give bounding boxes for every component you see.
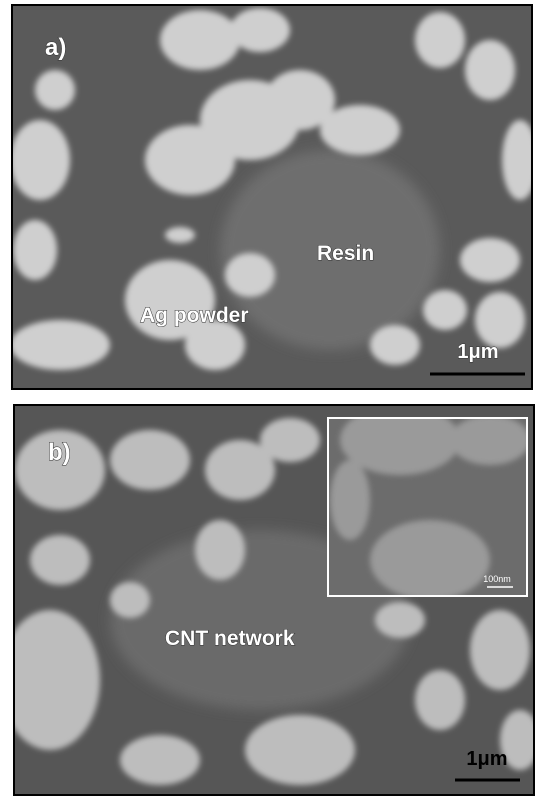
figure: a) Resin Ag powder 1μm b) CNT network	[0, 0, 546, 798]
scale-bar-label: 1μm	[466, 748, 507, 770]
panel-a: a) Resin Ag powder 1μm	[10, 5, 538, 389]
scale-bar-label: 1μm	[457, 341, 498, 363]
annotation: CNT network	[165, 627, 295, 650]
annotation: Resin	[317, 242, 374, 265]
annotation: Ag powder	[140, 304, 249, 327]
panel-label: a)	[45, 34, 66, 61]
inset-scale-label: 100nm	[483, 574, 511, 584]
panel-b: b) CNT network 100nm 1μm	[0, 405, 540, 795]
inset: 100nm	[328, 405, 530, 600]
panel-label: b)	[48, 439, 71, 466]
